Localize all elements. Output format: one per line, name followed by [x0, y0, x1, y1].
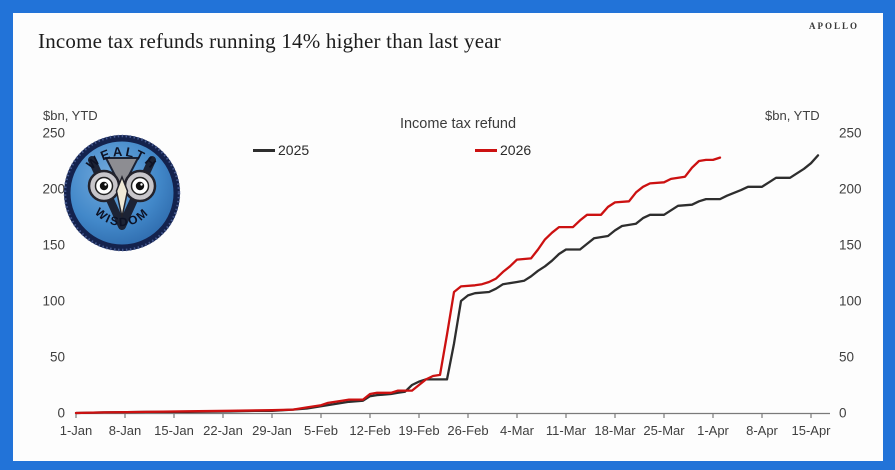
x-tick-label: 4-Mar	[500, 423, 535, 438]
x-tick-label: 12-Feb	[349, 423, 390, 438]
x-tick-label: 8-Jan	[109, 423, 142, 438]
y-tick-label-left: 0	[57, 406, 65, 421]
x-tick-label: 15-Apr	[791, 423, 831, 438]
x-tick-label: 5-Feb	[304, 423, 338, 438]
legend-item-2026: 2026	[475, 142, 531, 158]
y-tick-label-left: 150	[42, 238, 65, 253]
owl-icon	[87, 156, 157, 230]
legend-item-2025: 2025	[253, 142, 309, 158]
y-tick-label-left: 100	[42, 294, 65, 309]
x-tick-label: 26-Feb	[447, 423, 488, 438]
line-chart: 1-Jan 8-Jan 15-Jan 22-Jan 29-Jan 5-Feb 12-Feb 1…	[42, 126, 861, 439]
brand-logo-text: APOLLO	[808, 21, 859, 31]
y-tick-label-right: 200	[839, 182, 862, 197]
series-line-2026	[74, 156, 722, 415]
series-line-2025	[74, 154, 820, 415]
chart-content: Income tax refunds running 14% higher th…	[13, 13, 883, 461]
legend-swatch-2025-line	[253, 148, 275, 152]
logo-ring-hatch	[63, 134, 181, 252]
x-tick-label: 19-Feb	[398, 423, 439, 438]
x-tick-label: 22-Jan	[203, 423, 243, 438]
x-tick-label: 15-Jan	[154, 423, 194, 438]
y-axis-unit-left: $bn, YTD	[43, 108, 98, 123]
y-axis-labels: 0 0 50 50 100 100 150 150 200 200 250 250	[42, 126, 861, 421]
x-tick-label: 1-Jan	[60, 423, 93, 438]
legend-swatch-2026-line	[475, 148, 497, 152]
x-tick-label: 8-Apr	[746, 423, 778, 438]
page-title: Income tax refunds running 14% higher th…	[38, 29, 501, 53]
y-tick-label-left: 50	[50, 350, 65, 365]
y-tick-label-right: 250	[839, 126, 862, 141]
x-tick-label: 18-Mar	[594, 423, 636, 438]
x-tick-label: 11-Mar	[546, 423, 587, 438]
legend-label-2025: 2025	[278, 142, 310, 158]
x-axis: 1-Jan 8-Jan 15-Jan 22-Jan 29-Jan 5-Feb 12-Feb 1…	[60, 412, 831, 438]
y-tick-label-right: 150	[839, 238, 862, 253]
x-tick-label: 25-Mar	[643, 423, 685, 438]
y-tick-label-left: 200	[42, 182, 65, 197]
x-tick-label: 1-Apr	[697, 423, 729, 438]
y-tick-label-left: 250	[42, 126, 65, 141]
y-tick-label-right: 100	[839, 294, 862, 309]
x-tick-label: 29-Jan	[252, 423, 292, 438]
y-axis-unit-right: $bn, YTD	[765, 108, 820, 123]
legend-label-2026: 2026	[500, 142, 532, 158]
y-tick-label-right: 0	[839, 406, 847, 421]
y-tick-label-right: 50	[839, 350, 854, 365]
chart-legend-title: Income tax refund	[399, 116, 517, 132]
wealth-wisdom-logo: WEALTH WISDOM	[63, 134, 181, 252]
